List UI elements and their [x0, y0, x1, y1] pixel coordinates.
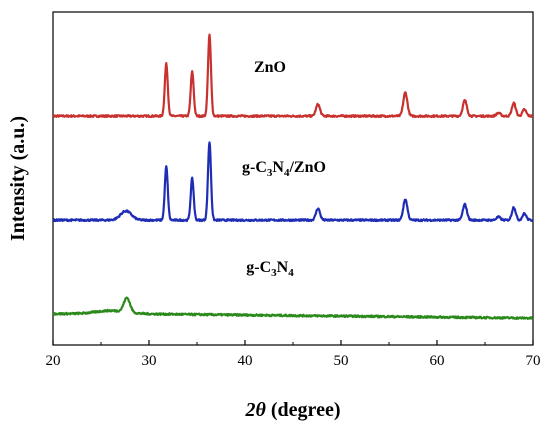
- series-line-3: [52, 296, 534, 320]
- x-tick-label: 20: [46, 353, 61, 369]
- series-label-3: g-C3N4: [246, 259, 294, 279]
- x-tick-label: 70: [526, 353, 541, 369]
- label-subscript: 4: [284, 167, 290, 179]
- y-axis-title: Intensity (a.u.): [7, 116, 29, 241]
- x-axis-symbol: 2θ: [245, 399, 267, 421]
- label-text: g-C: [242, 159, 267, 176]
- label-subscript: 4: [288, 267, 294, 279]
- x-axis-unit: (degree): [266, 399, 341, 421]
- series-label-2: g-C3N4/ZnO: [242, 159, 326, 179]
- label-text: N: [277, 259, 289, 276]
- x-axis-ticks: 20 30 40 50 60 70: [46, 340, 541, 369]
- series-label-1: ZnO: [254, 59, 286, 76]
- series-layer: [52, 33, 534, 320]
- plot-area: [52, 11, 534, 346]
- label-subscript: 3: [271, 267, 277, 279]
- label-text: g-C: [246, 259, 271, 276]
- x-tick-label: 60: [430, 353, 445, 369]
- series-line-2: [52, 141, 534, 223]
- x-axis-title: 2θ (degree): [245, 399, 341, 421]
- x-tick-label: 40: [238, 353, 253, 369]
- series-line-1: [52, 33, 534, 119]
- label-subscript: 3: [267, 167, 273, 179]
- label-text: /ZnO: [288, 159, 325, 176]
- label-text: N: [272, 159, 284, 176]
- x-tick-label: 50: [334, 353, 349, 369]
- x-tick-label: 30: [142, 353, 157, 369]
- plot-border: [52, 11, 534, 346]
